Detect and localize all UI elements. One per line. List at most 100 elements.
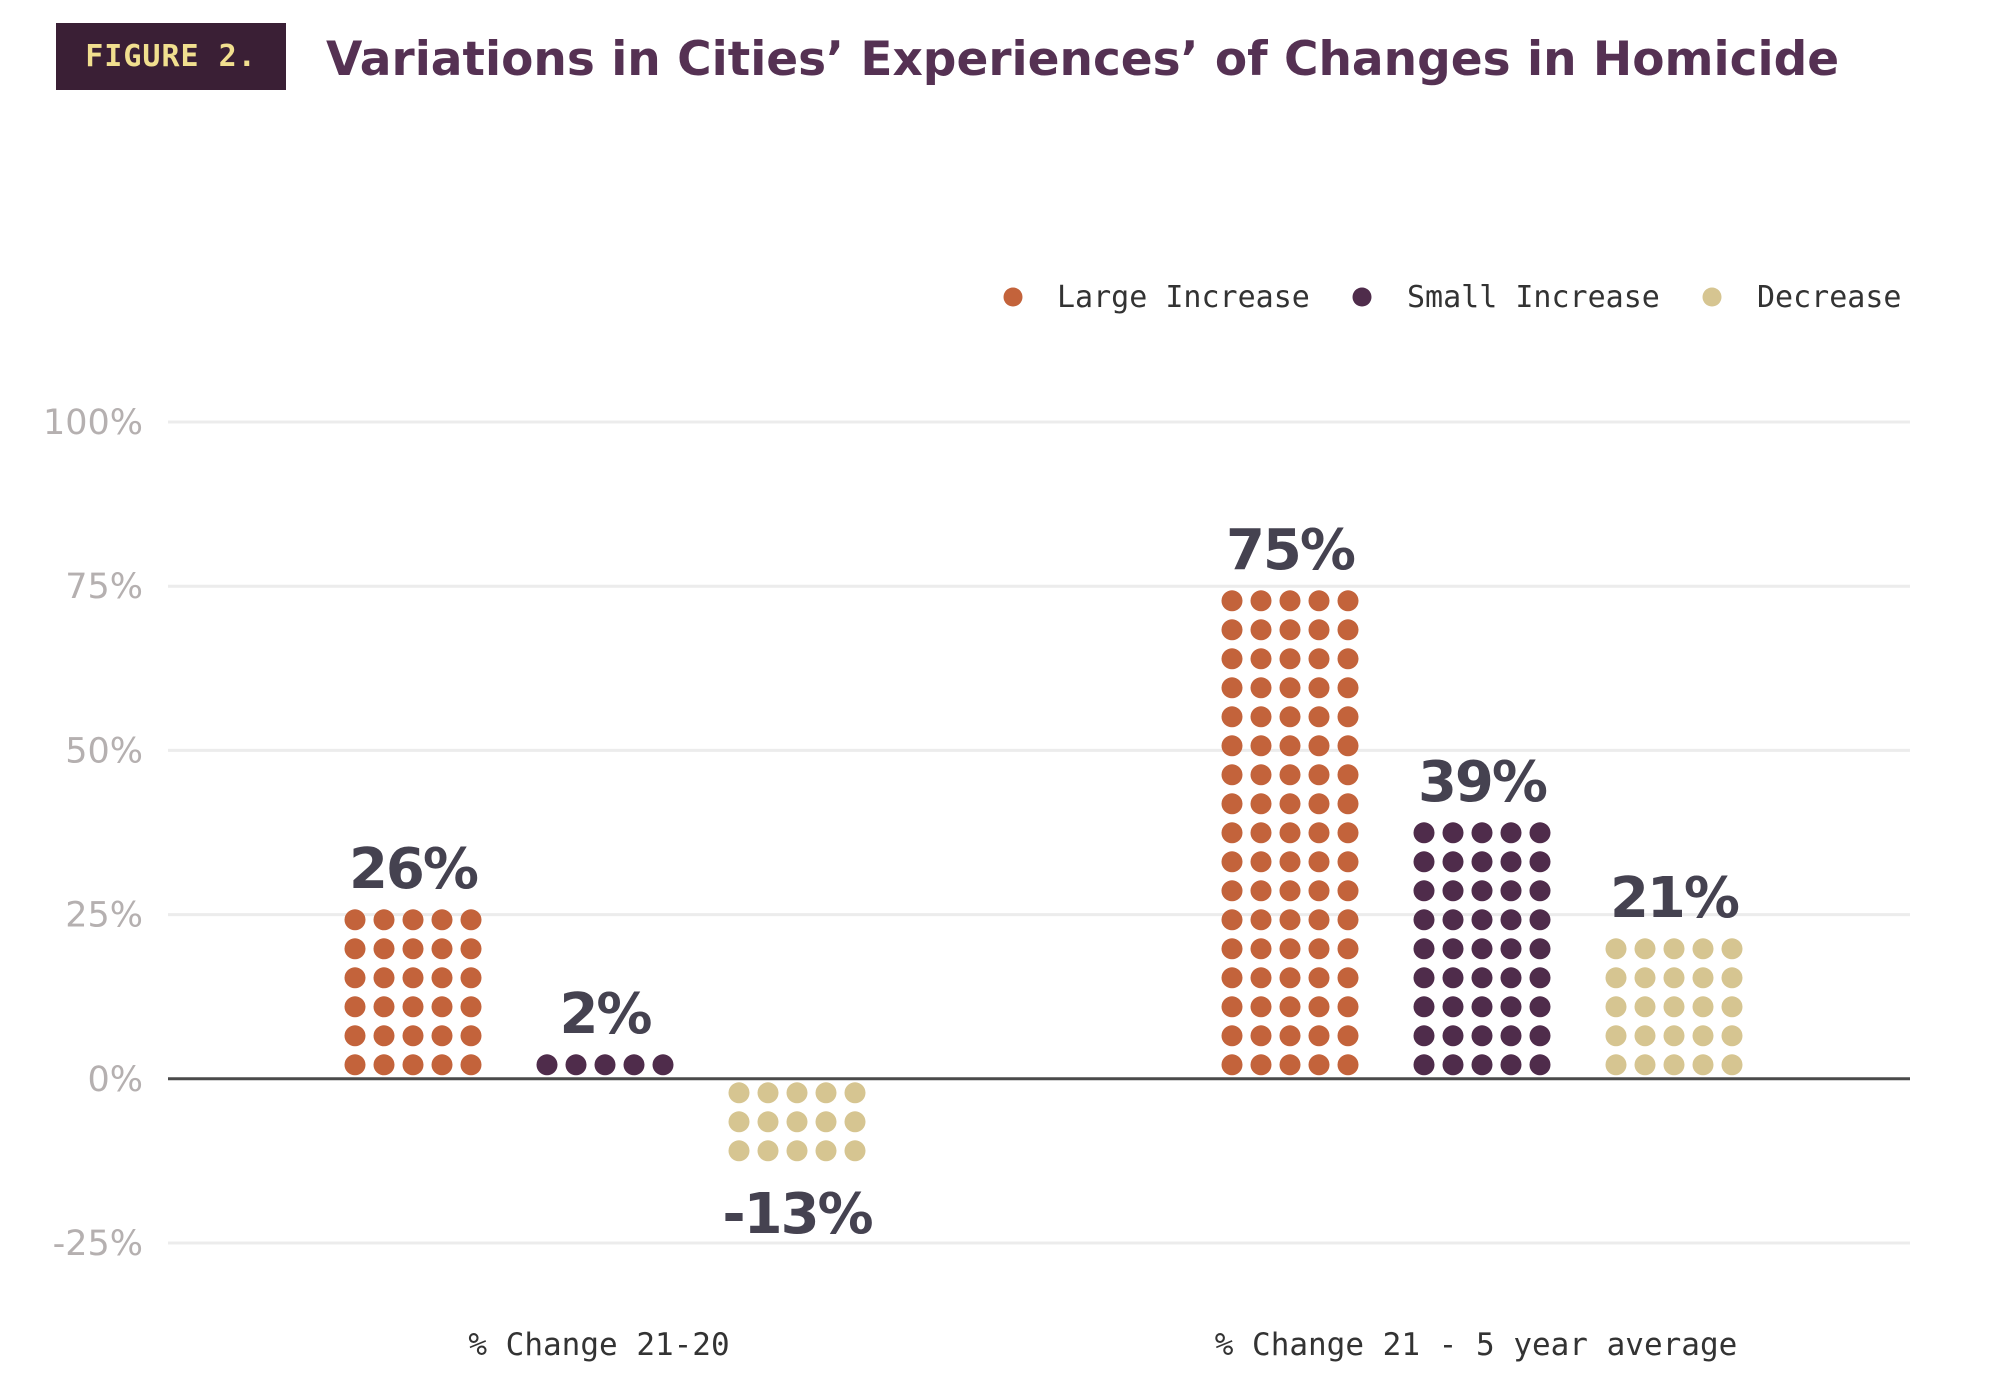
bar-dot xyxy=(373,1054,395,1076)
bar-dot xyxy=(1413,938,1435,960)
bar-dot xyxy=(1500,822,1522,844)
bar-dot xyxy=(1279,735,1301,757)
bar-dot xyxy=(431,938,453,960)
bar-dot xyxy=(1413,851,1435,873)
bar-dot xyxy=(1221,619,1243,641)
bar-dot xyxy=(1529,909,1551,931)
bar-dot xyxy=(1308,967,1330,989)
bar-dot xyxy=(1221,967,1243,989)
bar-dot xyxy=(1308,851,1330,873)
bar-dot xyxy=(1250,909,1272,931)
bar-dot xyxy=(1337,793,1359,815)
bar-dot xyxy=(1221,880,1243,902)
x-category-label: % Change 21 - 5 year average xyxy=(1215,1327,1738,1363)
bar-dot xyxy=(1308,764,1330,786)
bar-dot xyxy=(1605,996,1627,1018)
bar-dot xyxy=(1279,938,1301,960)
bar-dot xyxy=(1250,619,1272,641)
bar-dot xyxy=(1221,909,1243,931)
bar-dot xyxy=(1692,996,1714,1018)
bar-dot xyxy=(786,1111,808,1133)
bar-dot xyxy=(1308,793,1330,815)
bar-dot xyxy=(1442,1025,1464,1047)
bar-decrease xyxy=(1605,938,1743,1076)
bar-dot xyxy=(431,996,453,1018)
bar-dot xyxy=(1337,938,1359,960)
bar-dot xyxy=(1279,706,1301,728)
bar-dot xyxy=(1634,1025,1656,1047)
bar-dot xyxy=(1442,822,1464,844)
bar-dot xyxy=(1279,909,1301,931)
bar-dot xyxy=(1250,967,1272,989)
y-tick-label: -25% xyxy=(53,1224,143,1264)
bar-dot xyxy=(402,938,424,960)
bar-dot xyxy=(344,1025,366,1047)
bar-dot xyxy=(1337,822,1359,844)
bar-dot xyxy=(1250,996,1272,1018)
bar-dot xyxy=(1413,822,1435,844)
bar-dot xyxy=(1605,1025,1627,1047)
bar-dot xyxy=(1250,677,1272,699)
bar-large-increase xyxy=(1221,590,1359,1076)
legend-swatch xyxy=(1702,287,1722,307)
legend-item: Large Increase xyxy=(1003,280,1310,315)
bar-dot xyxy=(1529,967,1551,989)
y-tick-label: 25% xyxy=(65,896,143,936)
bar-dot xyxy=(757,1111,779,1133)
bar-dot xyxy=(1500,996,1522,1018)
bar-dot xyxy=(460,909,482,931)
bar-dot xyxy=(1337,967,1359,989)
bar-dot xyxy=(1634,938,1656,960)
bar-dot xyxy=(1663,996,1685,1018)
y-tick-label: 100% xyxy=(43,403,143,443)
x-category-label: % Change 21-20 xyxy=(468,1327,729,1363)
legend-swatch xyxy=(1352,287,1372,307)
bar-dot xyxy=(1337,706,1359,728)
bar-dot xyxy=(728,1082,750,1104)
bar-dot xyxy=(1279,764,1301,786)
bar-dot xyxy=(1529,822,1551,844)
bar-dot xyxy=(1308,619,1330,641)
bar-dot xyxy=(1337,909,1359,931)
bar-dot xyxy=(623,1054,645,1076)
bar-dot xyxy=(1663,1025,1685,1047)
bar-dot xyxy=(757,1082,779,1104)
bar-dot xyxy=(1308,909,1330,931)
bar-dot xyxy=(1471,967,1493,989)
bar-dot xyxy=(1442,938,1464,960)
bar-dot xyxy=(1250,822,1272,844)
bar-dot xyxy=(1663,938,1685,960)
bar-dot xyxy=(1605,967,1627,989)
bar-dot xyxy=(1308,648,1330,670)
bar-dot xyxy=(1529,880,1551,902)
bar-dot xyxy=(1279,648,1301,670)
data-label: 75% xyxy=(1226,518,1355,583)
bar-dot xyxy=(1471,1025,1493,1047)
bar-dot xyxy=(1529,851,1551,873)
legend-label: Decrease xyxy=(1757,280,1902,315)
bar-dot xyxy=(786,1140,808,1162)
bar-dot xyxy=(1279,1054,1301,1076)
bar-dot xyxy=(1471,1054,1493,1076)
bar-dot xyxy=(1721,967,1743,989)
bar-dot xyxy=(1279,967,1301,989)
bar-dot xyxy=(1442,909,1464,931)
bar-dot xyxy=(1308,590,1330,612)
bar-dot xyxy=(402,967,424,989)
bar-dot xyxy=(460,938,482,960)
bar-dot xyxy=(431,1025,453,1047)
bar-dot xyxy=(1337,880,1359,902)
bar-large-increase xyxy=(344,909,482,1076)
bar-dot xyxy=(344,967,366,989)
bar-dot xyxy=(1221,793,1243,815)
bar-dot xyxy=(1221,735,1243,757)
bar-dot xyxy=(1500,1054,1522,1076)
bar-dot xyxy=(1500,938,1522,960)
bar-dot xyxy=(1721,996,1743,1018)
bar-dot xyxy=(402,1054,424,1076)
bar-dot xyxy=(1279,590,1301,612)
bar-dot xyxy=(460,996,482,1018)
bar-dot xyxy=(815,1111,837,1133)
bar-dot xyxy=(1663,1054,1685,1076)
